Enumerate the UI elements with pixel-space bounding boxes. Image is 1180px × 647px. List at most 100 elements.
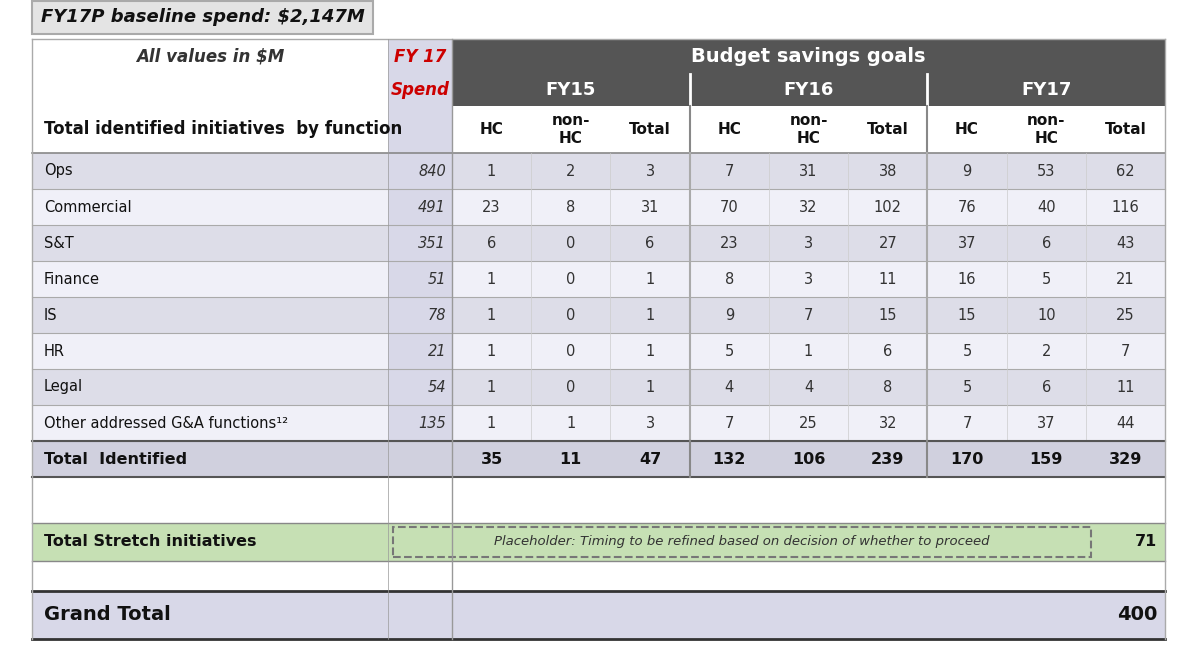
Text: 9: 9 <box>725 307 734 322</box>
Text: 10: 10 <box>1037 307 1056 322</box>
Text: Placeholder: Timing to be refined based on decision of whether to proceed: Placeholder: Timing to be refined based … <box>494 536 990 549</box>
Text: Budget savings goals: Budget savings goals <box>691 47 926 66</box>
Text: Total: Total <box>629 122 671 137</box>
Text: HC: HC <box>717 122 741 137</box>
Text: 0: 0 <box>566 272 576 287</box>
Text: 0: 0 <box>566 307 576 322</box>
Text: 70: 70 <box>720 199 739 215</box>
Text: 6: 6 <box>1042 380 1051 395</box>
Text: 6: 6 <box>1042 236 1051 250</box>
Text: 31: 31 <box>799 164 818 179</box>
Text: Finance: Finance <box>44 272 100 287</box>
FancyBboxPatch shape <box>32 523 1165 561</box>
Text: 4: 4 <box>804 380 813 395</box>
Text: 239: 239 <box>871 452 905 466</box>
Text: FY17: FY17 <box>1021 81 1071 99</box>
FancyBboxPatch shape <box>388 369 452 405</box>
Text: 3: 3 <box>645 415 655 430</box>
Text: 16: 16 <box>958 272 976 287</box>
Text: 170: 170 <box>950 452 984 466</box>
Text: 71: 71 <box>1135 534 1158 549</box>
FancyBboxPatch shape <box>32 1 373 34</box>
Text: 1: 1 <box>487 344 496 358</box>
Text: 3: 3 <box>804 236 813 250</box>
Text: 8: 8 <box>725 272 734 287</box>
Text: Other addressed G&A functions¹²: Other addressed G&A functions¹² <box>44 415 288 430</box>
Text: 38: 38 <box>879 164 897 179</box>
Text: 27: 27 <box>878 236 897 250</box>
Text: Commercial: Commercial <box>44 199 131 215</box>
Text: HC: HC <box>479 122 504 137</box>
Text: 37: 37 <box>958 236 976 250</box>
Text: 43: 43 <box>1116 236 1135 250</box>
Text: 23: 23 <box>720 236 739 250</box>
Text: 0: 0 <box>566 236 576 250</box>
FancyBboxPatch shape <box>388 297 452 333</box>
Text: HC: HC <box>955 122 979 137</box>
Text: 3: 3 <box>804 272 813 287</box>
Text: 25: 25 <box>1116 307 1135 322</box>
Text: 7: 7 <box>725 164 734 179</box>
Text: 0: 0 <box>566 344 576 358</box>
Text: 78: 78 <box>427 307 446 322</box>
Text: 5: 5 <box>1042 272 1051 287</box>
Text: 54: 54 <box>427 380 446 395</box>
Text: 1: 1 <box>487 307 496 322</box>
Text: 351: 351 <box>418 236 446 250</box>
Text: 1: 1 <box>487 272 496 287</box>
Text: 23: 23 <box>483 199 500 215</box>
FancyBboxPatch shape <box>32 333 1165 369</box>
Text: 31: 31 <box>641 199 660 215</box>
FancyBboxPatch shape <box>388 189 452 225</box>
FancyBboxPatch shape <box>32 261 1165 297</box>
Text: Spend: Spend <box>391 81 450 99</box>
Text: 1: 1 <box>645 272 655 287</box>
Text: 51: 51 <box>427 272 446 287</box>
Text: 11: 11 <box>879 272 897 287</box>
Text: 1: 1 <box>645 344 655 358</box>
FancyBboxPatch shape <box>388 39 452 74</box>
Text: HR: HR <box>44 344 65 358</box>
FancyBboxPatch shape <box>32 405 1165 441</box>
Text: 8: 8 <box>566 199 576 215</box>
Text: 44: 44 <box>1116 415 1135 430</box>
Text: 106: 106 <box>792 452 825 466</box>
FancyBboxPatch shape <box>32 591 1165 639</box>
Text: 11: 11 <box>1116 380 1135 395</box>
FancyBboxPatch shape <box>393 527 1092 557</box>
Text: Total: Total <box>1104 122 1147 137</box>
FancyBboxPatch shape <box>388 333 452 369</box>
Text: 2: 2 <box>1042 344 1051 358</box>
Text: 1: 1 <box>487 380 496 395</box>
Text: FY16: FY16 <box>784 81 834 99</box>
Text: FY15: FY15 <box>545 81 596 99</box>
Text: FY17P baseline spend: $2,147M: FY17P baseline spend: $2,147M <box>40 8 365 27</box>
FancyBboxPatch shape <box>32 153 1165 189</box>
FancyBboxPatch shape <box>388 74 452 106</box>
FancyBboxPatch shape <box>689 74 927 106</box>
Text: non-
HC: non- HC <box>551 113 590 146</box>
Text: Grand Total: Grand Total <box>44 606 171 624</box>
FancyBboxPatch shape <box>927 74 1165 106</box>
Text: 1: 1 <box>487 164 496 179</box>
Text: 32: 32 <box>799 199 818 215</box>
Text: 329: 329 <box>1109 452 1142 466</box>
Text: 7: 7 <box>804 307 813 322</box>
FancyBboxPatch shape <box>32 441 1165 477</box>
Text: Total  Identified: Total Identified <box>44 452 186 466</box>
Text: 6: 6 <box>883 344 892 358</box>
Text: 21: 21 <box>427 344 446 358</box>
Text: 15: 15 <box>958 307 976 322</box>
Text: 37: 37 <box>1037 415 1056 430</box>
Text: Legal: Legal <box>44 380 83 395</box>
Text: 1: 1 <box>645 307 655 322</box>
Text: 1: 1 <box>804 344 813 358</box>
Text: Ops: Ops <box>44 164 72 179</box>
FancyBboxPatch shape <box>32 225 1165 261</box>
Text: 132: 132 <box>713 452 746 466</box>
Text: S&T: S&T <box>44 236 73 250</box>
FancyBboxPatch shape <box>32 39 1165 639</box>
Text: 4: 4 <box>725 380 734 395</box>
Text: 53: 53 <box>1037 164 1055 179</box>
FancyBboxPatch shape <box>388 225 452 261</box>
